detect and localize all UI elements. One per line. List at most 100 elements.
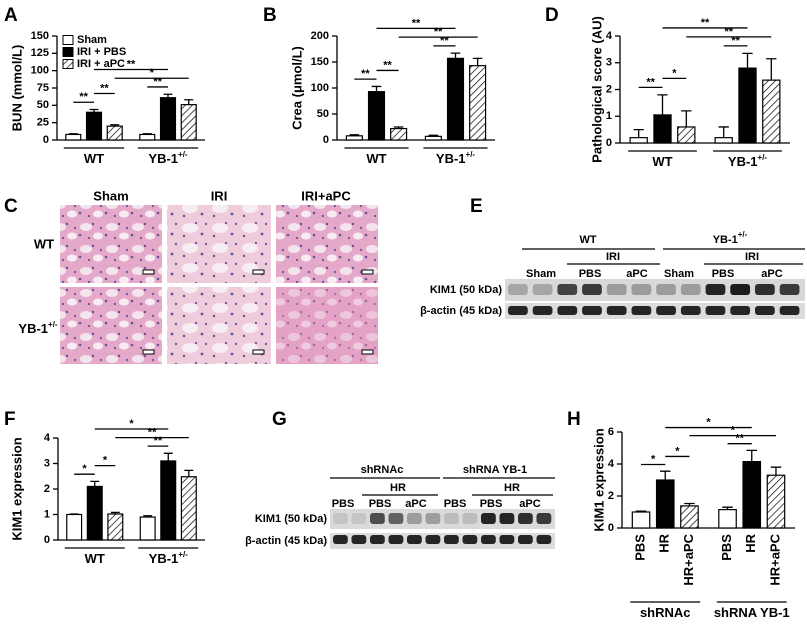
blot-band — [656, 284, 676, 295]
significance-label: ** — [127, 58, 136, 70]
blot-band — [499, 535, 515, 544]
blot-band — [631, 284, 652, 295]
group-label-text: YB-1 — [728, 154, 758, 169]
y-tick-label: 50 — [37, 99, 49, 111]
bar — [762, 79, 781, 144]
error-bar — [349, 134, 360, 136]
y-tick-label: 0 — [323, 134, 329, 146]
lane-label: Sham — [526, 268, 556, 280]
group-label: shRNAc — [361, 464, 404, 476]
blot-band — [407, 535, 422, 544]
y-tick-label: 125 — [31, 47, 49, 59]
bar — [367, 91, 386, 141]
panel-letter: E — [470, 196, 483, 217]
blot-band — [388, 535, 404, 544]
blot-band — [499, 513, 515, 524]
significance-label: ** — [434, 26, 443, 38]
band-label: β-actin (45 kDa) — [245, 535, 327, 547]
group-label-sup: +/- — [758, 153, 768, 162]
bar — [66, 513, 83, 541]
group-label: WT — [652, 154, 672, 169]
bar — [742, 461, 762, 529]
column-label: IRI+aPC — [301, 188, 351, 203]
bar — [180, 476, 197, 541]
blot-band — [508, 284, 528, 295]
blot-band — [425, 513, 441, 524]
y-tick-label: 1 — [44, 508, 50, 520]
y-tick-label: 0 — [606, 137, 612, 149]
blot-band — [557, 284, 578, 295]
legend-swatch — [62, 47, 74, 57]
blot-strip — [505, 279, 805, 301]
panel-letter: B — [263, 5, 277, 26]
group-label: WT — [84, 151, 104, 166]
bar — [718, 509, 737, 529]
blot-band — [606, 284, 627, 295]
row-label: YB-1+/- — [18, 320, 58, 336]
error-bar — [681, 110, 692, 127]
blot-band — [481, 535, 496, 544]
bar — [424, 135, 442, 141]
significance-label: ** — [440, 35, 449, 47]
significance-label: ** — [153, 76, 162, 88]
blot-band — [407, 513, 422, 524]
panel-letter: F — [4, 409, 16, 430]
y-tick-label: 2 — [44, 483, 50, 495]
blot-band — [444, 513, 459, 524]
blot-band — [370, 535, 385, 544]
panel-e: E WT YB-1+/- IRI IRI Sham PBS aPC Sham P… — [420, 196, 805, 319]
significance-label: ** — [646, 76, 655, 88]
treatment-label: HR — [390, 482, 406, 494]
significance-label: * — [82, 463, 87, 475]
group-label-sup: +/- — [178, 550, 188, 559]
group-label-sup: +/- — [178, 150, 188, 159]
error-bar — [110, 124, 120, 127]
significance-label: * — [129, 418, 134, 430]
row-label-sup: +/- — [48, 320, 58, 329]
legend-label: IRI + PBS — [77, 46, 126, 58]
group-label-text: WT — [84, 151, 104, 166]
band-label: KIM1 (50 kDa) — [255, 513, 327, 525]
blot-band — [705, 306, 726, 315]
x-tick-label: PBS — [719, 534, 734, 561]
y-axis-label: Crea (μmol/L) — [289, 46, 304, 130]
band-label: KIM1 (50 kDa) — [430, 284, 502, 296]
blot-band — [425, 535, 441, 544]
group-label-text: YB-1 — [436, 151, 466, 166]
y-tick-label: 0 — [608, 522, 614, 534]
y-tick-label: 150 — [311, 56, 329, 68]
panel-letter: A — [4, 5, 18, 26]
error-bar — [770, 466, 782, 476]
lane-label: PBS — [712, 268, 735, 280]
error-bar — [110, 511, 120, 514]
y-tick-label: 3 — [44, 457, 50, 469]
blot-band — [333, 513, 348, 524]
blot-band — [444, 535, 459, 544]
blot-band — [582, 284, 602, 295]
y-tick-label: 4 — [44, 432, 51, 444]
legend-swatch — [62, 35, 74, 45]
blot-band — [536, 513, 552, 524]
bar — [653, 114, 672, 144]
error-bar — [184, 469, 194, 477]
blot-band — [333, 535, 348, 544]
significance-label: ** — [79, 91, 88, 103]
bar — [159, 97, 177, 141]
y-axis-label: BUN (mmol/L) — [9, 45, 24, 132]
blot-strip — [505, 303, 805, 319]
bar — [446, 57, 465, 141]
lane-label: PBS — [480, 498, 503, 510]
error-bar — [68, 133, 78, 135]
genotype-sup: +/- — [738, 230, 748, 239]
y-tick-label: 4 — [606, 30, 613, 42]
bar — [180, 104, 197, 141]
blot-band — [730, 306, 751, 315]
lane-label: PBS — [332, 498, 355, 510]
lane-label: Sham — [664, 268, 694, 280]
bar — [345, 135, 363, 141]
y-tick-label: 25 — [37, 117, 49, 129]
group-label-text: WT — [366, 151, 386, 166]
significance-label: ** — [148, 426, 157, 438]
treatment-label: IRI — [745, 251, 759, 263]
histology-image — [276, 205, 378, 283]
